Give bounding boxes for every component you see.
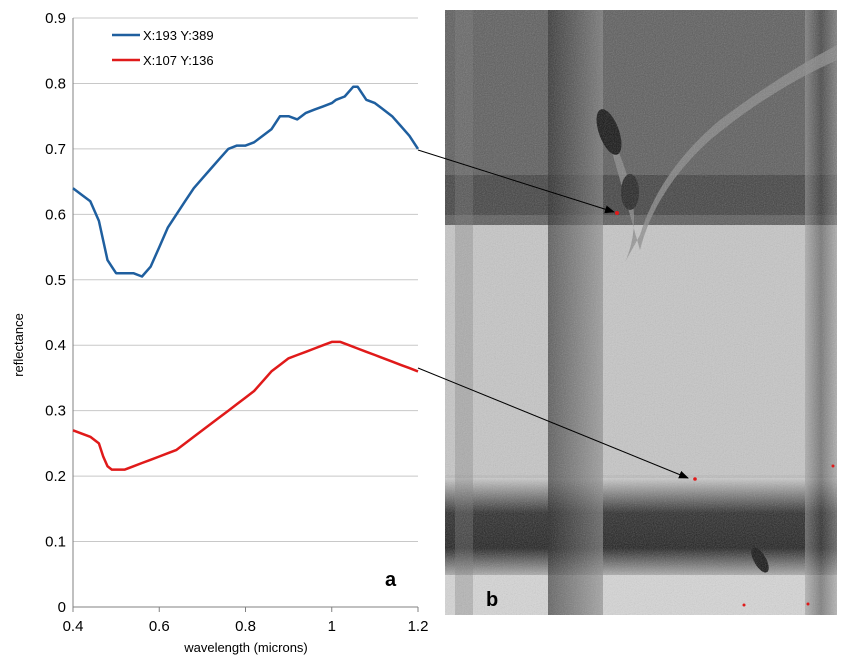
x-tick-label-2: 0.8 <box>235 618 256 635</box>
panel-b-label: b <box>486 589 498 611</box>
y-tick-label-1: 0.1 <box>45 534 66 551</box>
series-line-2 <box>72 340 419 471</box>
image-panel-b <box>445 10 837 615</box>
arrow-series-2 <box>417 367 689 479</box>
axes: 0 0.1 0.2 0.3 0.4 0.5 0.6 0.7 0.8 0.9 0.4 0.6 0.8 1 1.… <box>45 10 428 635</box>
x-tick-label-4: 1.2 <box>408 618 429 635</box>
gridlines <box>73 17 418 543</box>
y-axis-title: reflectance <box>11 313 26 377</box>
y-tick-label-3: 0.3 <box>45 403 66 420</box>
y-tick-label-9: 0.9 <box>45 10 66 27</box>
x-tick-label-0: 0.4 <box>63 618 84 635</box>
y-tick-label-6: 0.6 <box>45 206 66 223</box>
x-tick-label-3: 1 <box>328 618 336 635</box>
y-tick-label-2: 0.2 <box>45 468 66 485</box>
panel-a-label: a <box>385 569 397 591</box>
y-tick-label-4: 0.4 <box>45 337 66 354</box>
y-tick-label-8: 0.8 <box>45 75 66 92</box>
y-tick-label-5: 0.5 <box>45 272 66 289</box>
legend: X:193 Y:389 X:107 Y:136 <box>112 28 214 68</box>
y-tick-label-0: 0 <box>58 599 66 616</box>
series-line-1 <box>72 85 420 278</box>
arrow-series-1 <box>417 149 615 214</box>
series-lines <box>72 85 420 471</box>
x-axis-title: wavelength (microns) <box>183 640 308 655</box>
legend-label-series-1: X:193 Y:389 <box>143 28 214 43</box>
x-tick-label-1: 0.6 <box>149 618 170 635</box>
y-tick-label-7: 0.7 <box>45 141 66 158</box>
legend-label-series-2: X:107 Y:136 <box>143 53 214 68</box>
